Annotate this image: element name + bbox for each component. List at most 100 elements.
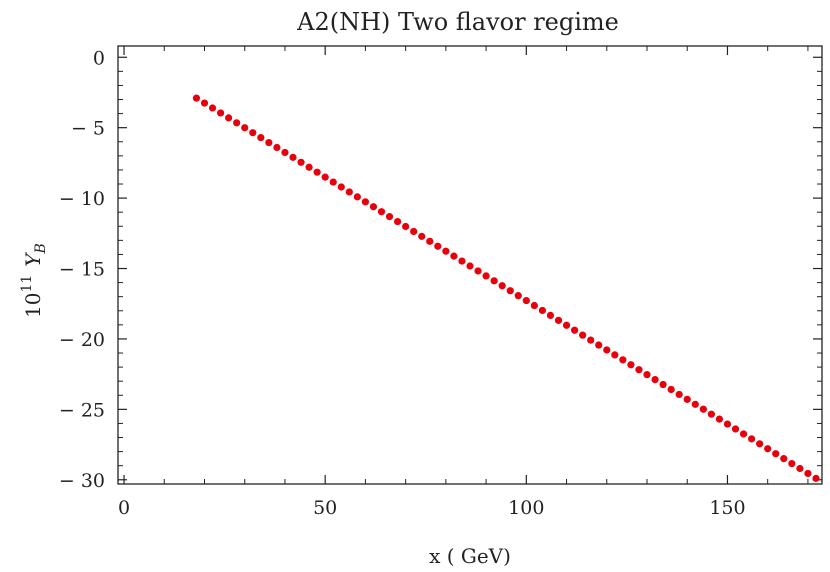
y-tick-label: − 20 [59,329,105,351]
data-point [796,464,804,473]
data-point [265,138,273,147]
svg-text:1011YB: 1011 YB [19,243,49,318]
data-point [474,267,482,275]
data-point [313,168,321,176]
data-point [643,371,651,379]
axis-ticks [118,46,822,484]
data-point [490,277,498,285]
data-point [587,336,595,344]
y-tick-label: − 25 [59,399,105,421]
data-point [418,232,426,240]
data-point [281,148,289,157]
data-point [402,222,410,231]
data-point [321,173,329,181]
y-tick-label: − 15 [59,259,105,281]
y-tick-label: − 30 [59,470,105,492]
data-point [329,178,337,186]
data-point [570,326,579,334]
data-point [393,217,402,226]
data-point [225,114,233,122]
data-point [707,410,715,418]
data-point [562,321,571,329]
y-label-variable: Y [21,252,45,267]
data-point [233,119,241,127]
data-point [385,213,394,221]
data-point [627,361,635,369]
plot-frame [117,45,823,485]
data-point [200,99,209,107]
data-point [651,375,659,384]
data-point [345,188,353,196]
data-point [522,296,530,305]
y-label-subscript: B [33,243,49,254]
data-point [546,311,555,319]
data-point [434,242,442,250]
data-point [361,198,370,206]
data-point [530,301,538,310]
data-point [772,450,780,458]
data-point [216,109,225,117]
data-point [675,390,683,399]
data-point [466,262,474,270]
data-point [482,272,490,280]
data-point [458,257,466,265]
data-point [595,341,603,349]
data-points [192,94,820,482]
data-point [257,134,265,142]
data-point [273,143,281,152]
y-tick-label: − 5 [71,118,105,140]
data-point [442,247,450,255]
y-tick-label: 0 [93,47,105,69]
data-point [611,351,619,359]
data-point [498,282,506,290]
chart-title: A2(NH) Two flavor regime [296,8,619,36]
data-point [603,346,611,354]
data-point [426,237,434,245]
data-point [691,400,699,408]
data-point [538,306,547,315]
data-point [337,183,345,191]
y-label-base: 10 [21,293,45,318]
data-point [659,380,667,389]
data-point [731,425,740,433]
data-point [715,415,724,423]
data-point [804,469,812,478]
x-tick-label: 100 [508,497,544,519]
data-point [699,405,707,413]
data-point [667,385,675,394]
data-point [723,420,732,428]
data-point [192,94,201,102]
data-point [756,440,764,448]
data-point [579,331,587,339]
data-point [554,316,563,324]
x-tick-labels: 0 50 100 150 [118,497,746,519]
data-point [619,356,627,364]
data-point [289,153,297,161]
data-point [297,158,305,166]
data-point [780,455,788,463]
x-axis-label: x ( GeV) [429,544,511,568]
data-point [514,292,522,300]
data-point [812,474,820,482]
data-point [683,395,691,403]
x-tick-label: 0 [118,497,130,519]
data-point [208,104,217,112]
data-point [353,193,361,201]
data-point [506,287,514,295]
data-point [241,124,249,132]
data-point [369,203,378,211]
data-point [410,227,418,236]
data-point [764,445,772,453]
data-point [739,430,748,438]
data-point [249,129,257,137]
data-point [635,366,643,374]
x-tick-label: 150 [709,497,745,519]
data-point [788,459,796,468]
y-tick-label: − 10 [59,188,105,210]
y-tick-labels: 0 − 5 − 10 − 15 − 20 − 25 − 30 [59,47,105,492]
y-label-exponent: 11 [19,275,35,293]
data-point [305,163,313,171]
x-tick-label: 50 [313,497,337,519]
y-axis-label: 1011 YB [19,243,49,318]
